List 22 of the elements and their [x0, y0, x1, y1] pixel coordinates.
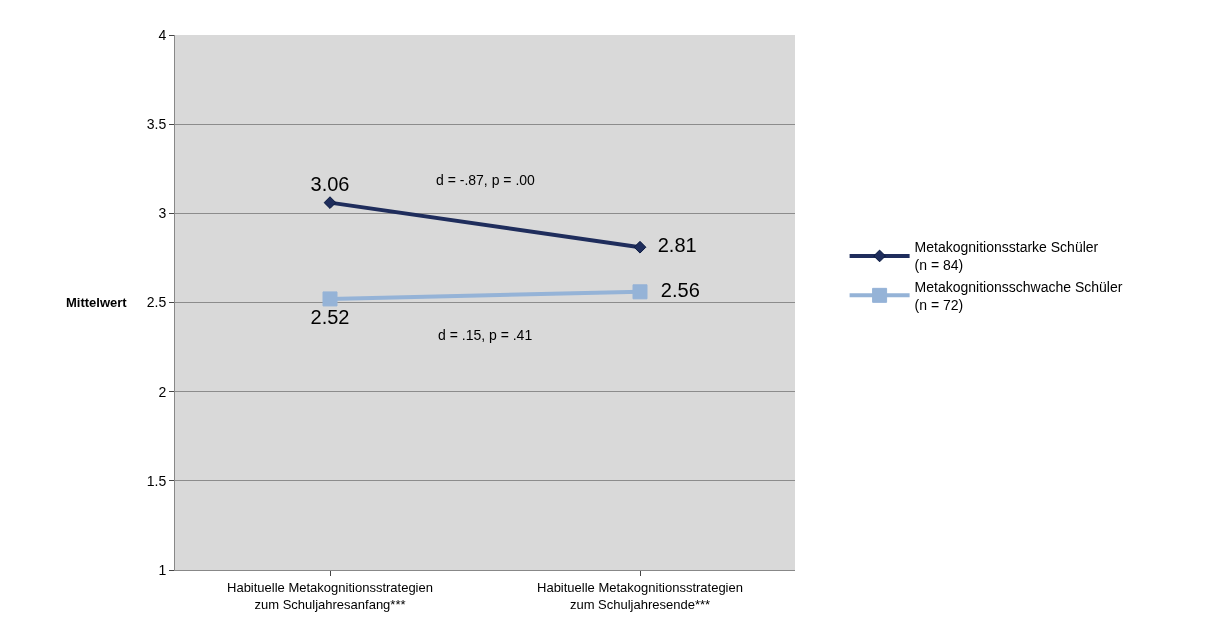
y-tick-label: 1	[158, 561, 167, 578]
y-tick-label: 3.5	[146, 116, 167, 133]
annotation: d = -.87, p = .00	[436, 172, 536, 188]
point	[323, 196, 337, 209]
y-tick-label: 2	[158, 383, 167, 400]
data-label: 2.81	[646, 234, 708, 257]
y-tick-label: 3	[158, 205, 167, 222]
data-label: 2.56	[649, 278, 711, 301]
point	[322, 291, 338, 307]
data-label: 3.06	[299, 173, 361, 196]
legend-label: Metakognitionsstarke Schüler (n = 84)	[914, 239, 1099, 274]
point	[632, 284, 648, 300]
data-label: 2.52	[299, 305, 361, 328]
y-tick-label: 1.5	[146, 472, 167, 489]
annotation: d = .15, p = .41	[438, 327, 533, 343]
x-tick-label: Habituelle Metakognitionsstrategien zum Schuljahresanfang***	[227, 579, 433, 612]
y-tick-label: 4	[158, 26, 167, 43]
x-tick-label: Habituelle Metakognitionsstrategien zum Schuljahresende***	[537, 579, 743, 612]
legend-label: Metakognitionsschwache Schüler (n = 72)	[914, 278, 1123, 313]
point	[633, 240, 647, 254]
y-tick-label: 2.5	[146, 294, 167, 311]
y-axis-title: Mittelwert	[66, 295, 128, 310]
